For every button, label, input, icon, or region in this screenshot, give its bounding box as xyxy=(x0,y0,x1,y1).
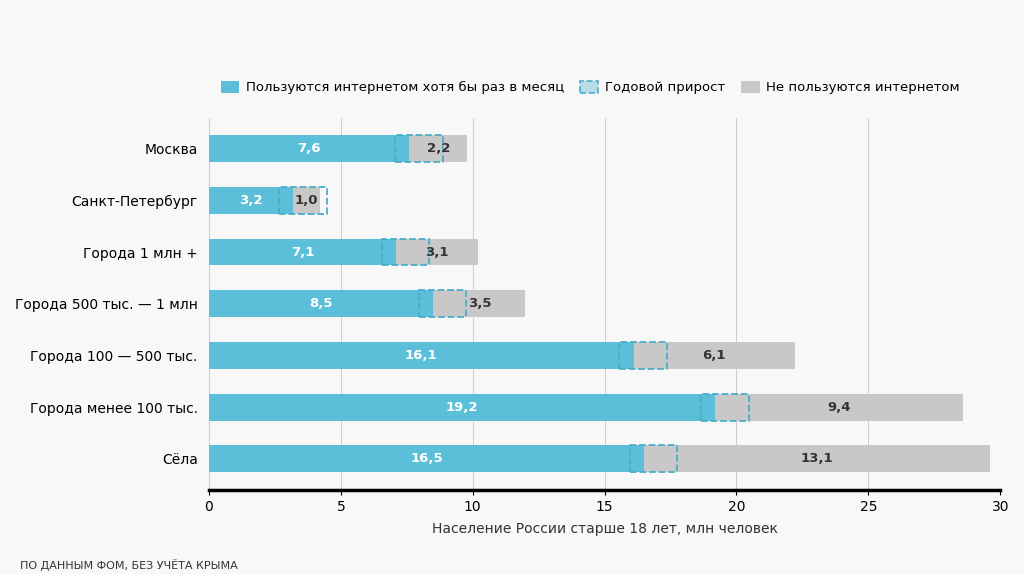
Bar xyxy=(209,187,294,214)
Legend: Пользуются интернетом хотя бы раз в месяц, Годовой прирост, Не пользуются интерн: Пользуются интернетом хотя бы раз в меся… xyxy=(216,76,965,100)
X-axis label: Население России старше 18 лет, млн человек: Население России старше 18 лет, млн чело… xyxy=(432,522,777,536)
Text: 6,1: 6,1 xyxy=(702,349,726,362)
Bar xyxy=(209,342,634,369)
Text: 3,1: 3,1 xyxy=(425,246,449,258)
Bar xyxy=(209,290,433,317)
Text: 7,6: 7,6 xyxy=(297,142,321,155)
Bar xyxy=(294,187,319,214)
Text: 7,1: 7,1 xyxy=(291,246,314,258)
Text: 3,2: 3,2 xyxy=(240,194,263,207)
Bar xyxy=(410,135,468,162)
Bar xyxy=(209,135,410,162)
Bar xyxy=(396,239,478,265)
Bar xyxy=(209,445,990,472)
Text: 3,5: 3,5 xyxy=(468,297,492,311)
Text: ПО ДАННЫМ ФОМ, БЕЗ УЧЁТА КРЫМА: ПО ДАННЫМ ФОМ, БЕЗ УЧЁТА КРЫМА xyxy=(20,559,239,571)
Text: 16,5: 16,5 xyxy=(411,452,443,466)
Bar xyxy=(433,290,525,317)
Bar xyxy=(209,394,716,421)
Text: 9,4: 9,4 xyxy=(827,401,851,414)
Bar xyxy=(209,394,964,421)
Text: 19,2: 19,2 xyxy=(445,401,478,414)
Text: 13,1: 13,1 xyxy=(801,452,834,466)
Bar xyxy=(209,342,795,369)
Bar xyxy=(209,445,644,472)
Text: 2,2: 2,2 xyxy=(427,142,451,155)
Text: 1,0: 1,0 xyxy=(295,194,318,207)
Bar xyxy=(209,239,396,265)
Text: 8,5: 8,5 xyxy=(309,297,333,311)
Text: 16,1: 16,1 xyxy=(406,349,437,362)
